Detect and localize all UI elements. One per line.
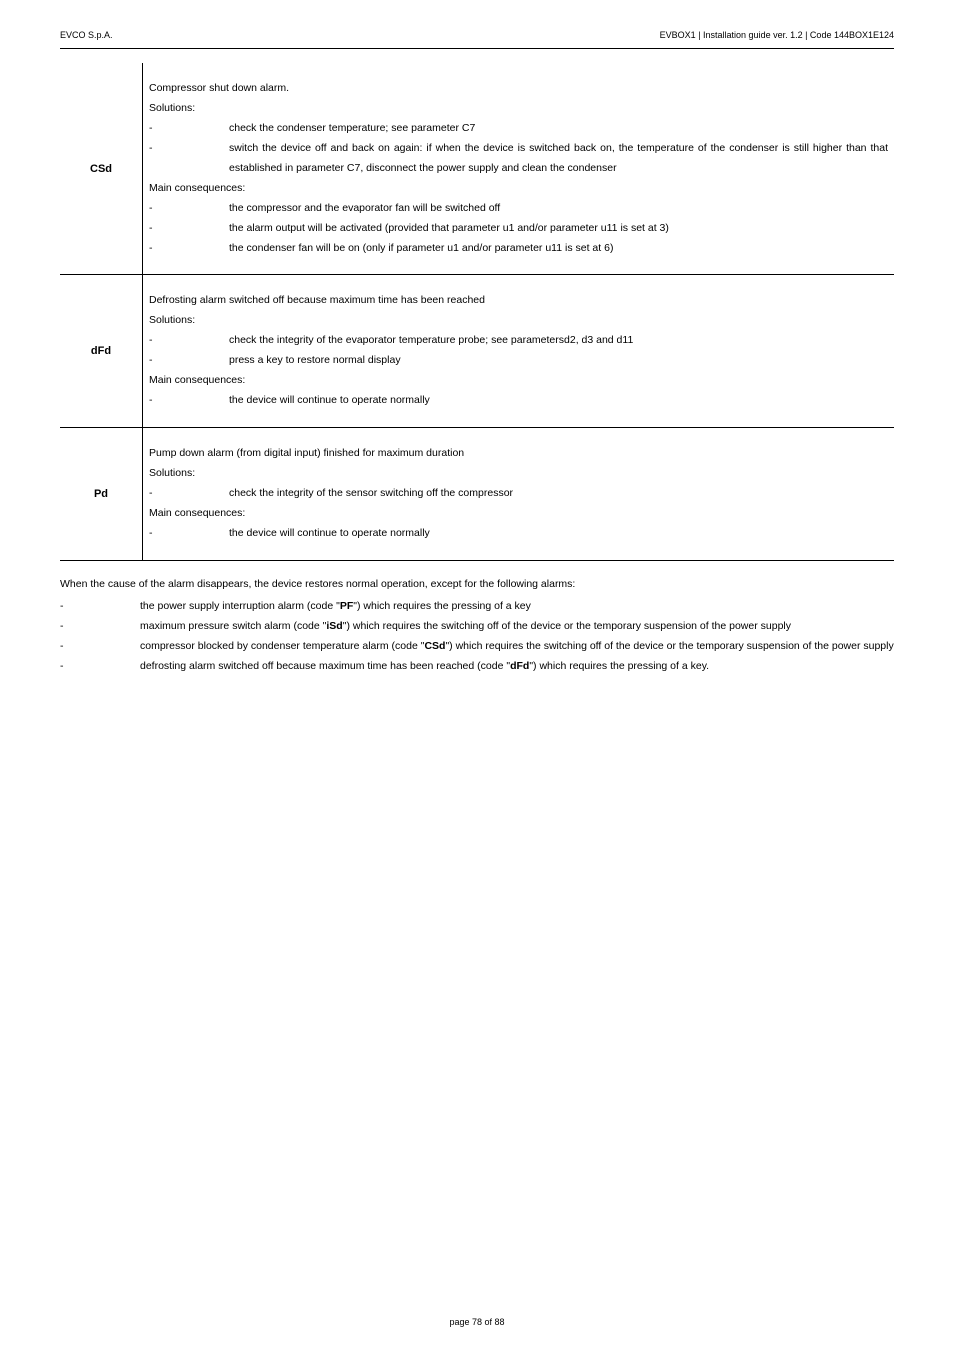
page-footer: page 78 of 88 [0, 1317, 954, 1327]
consequences-label: Main consequences: [149, 504, 888, 524]
alarm-table: CSdCompressor shut down alarm.Solutions:… [60, 63, 894, 561]
alarm-code: Pd [60, 428, 143, 561]
after-item-post: ") which requires the pressing of a key [353, 600, 531, 612]
alarm-title: Defrosting alarm switched off because ma… [149, 291, 888, 311]
alarm-code: CSd [60, 63, 143, 275]
list-item: check the integrity of the evaporator te… [149, 331, 888, 351]
after-item-pre: maximum pressure switch alarm (code " [140, 620, 326, 632]
after-intro: When the cause of the alarm disappears, … [60, 575, 894, 595]
solutions-label: Solutions: [149, 311, 888, 331]
after-bullets-list: the power supply interruption alarm (cod… [60, 597, 894, 677]
alarm-title: Compressor shut down alarm. [149, 79, 888, 99]
solutions-label: Solutions: [149, 464, 888, 484]
list-item: the power supply interruption alarm (cod… [60, 597, 894, 617]
consequences-label: Main consequences: [149, 179, 888, 199]
after-item-post: ") which requires the switching off of t… [445, 640, 893, 652]
solutions-list: check the integrity of the sensor switch… [149, 484, 888, 504]
alarm-content: Compressor shut down alarm.Solutions:che… [143, 63, 895, 275]
consequences-label: Main consequences: [149, 371, 888, 391]
list-item: check the condenser temperature; see par… [149, 119, 888, 139]
alarm-code: dFd [60, 275, 143, 428]
consequences-list: the device will continue to operate norm… [149, 524, 888, 544]
after-item-code: dFd [510, 660, 529, 672]
after-item-pre: defrosting alarm switched off because ma… [140, 660, 510, 672]
consequences-list: the device will continue to operate norm… [149, 391, 888, 411]
after-item-code: iSd [326, 620, 342, 632]
solutions-label: Solutions: [149, 99, 888, 119]
table-row: dFd Defrosting alarm switched off because… [60, 275, 894, 428]
after-item-code: CSd [424, 640, 445, 652]
header-left: EVCO S.p.A. [60, 30, 113, 40]
solutions-list: check the integrity of the evaporator te… [149, 331, 888, 371]
list-item: press a key to restore normal display [149, 351, 888, 371]
list-item: the alarm output will be activated (prov… [149, 219, 888, 239]
alarm-content: Defrosting alarm switched off because ma… [143, 275, 895, 428]
table-row: Pd Pump down alarm (from digital input) f… [60, 428, 894, 561]
after-text-section: When the cause of the alarm disappears, … [60, 575, 894, 677]
consequences-list: the compressor and the evaporator fan wi… [149, 199, 888, 259]
list-item: the device will continue to operate norm… [149, 391, 888, 411]
list-item: check the integrity of the sensor switch… [149, 484, 888, 504]
list-item: defrosting alarm switched off because ma… [60, 657, 894, 677]
list-item: maximum pressure switch alarm (code "iSd… [60, 617, 894, 637]
list-item: the device will continue to operate norm… [149, 524, 888, 544]
alarm-content: Pump down alarm (from digital input) fin… [143, 428, 895, 561]
alarm-title: Pump down alarm (from digital input) fin… [149, 444, 888, 464]
header-right: EVBOX1 | Installation guide ver. 1.2 | C… [660, 30, 894, 40]
after-item-post: ") which requires the pressing of a key. [529, 660, 709, 672]
solutions-list: check the condenser temperature; see par… [149, 119, 888, 179]
list-item: compressor blocked by condenser temperat… [60, 637, 894, 657]
table-row: CSdCompressor shut down alarm.Solutions:… [60, 63, 894, 275]
list-item: the compressor and the evaporator fan wi… [149, 199, 888, 219]
after-item-pre: compressor blocked by condenser temperat… [140, 640, 424, 652]
list-item: the condenser fan will be on (only if pa… [149, 239, 888, 259]
after-item-pre: the power supply interruption alarm (cod… [140, 600, 340, 612]
after-item-post: ") which requires the switching off of t… [343, 620, 791, 632]
list-item: switch the device off and back on again:… [149, 139, 888, 179]
page-header: EVCO S.p.A. EVBOX1 | Installation guide … [60, 30, 894, 49]
after-item-code: PF [340, 600, 353, 612]
